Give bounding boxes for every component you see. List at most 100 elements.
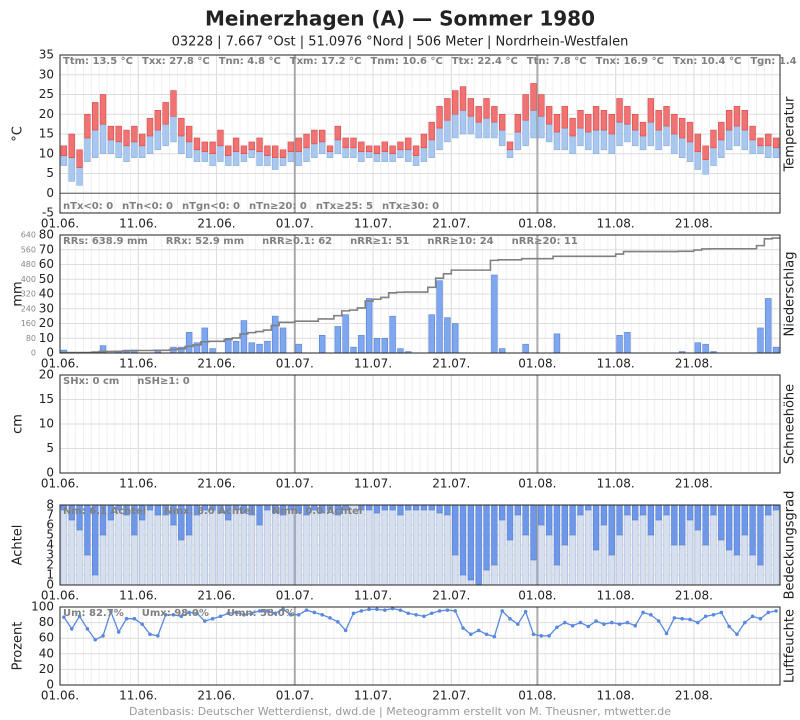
cloud-bar: [569, 534, 576, 586]
temp-upper: [616, 98, 623, 123]
temp-lower: [381, 151, 388, 162]
humidity-point: [273, 611, 278, 616]
x-tick-label: 11.06.: [119, 589, 157, 603]
temp-lower: [107, 139, 115, 155]
temp-upper: [444, 98, 451, 121]
humidity-point: [156, 634, 160, 638]
y-tick-label: 1: [46, 568, 54, 582]
clear-sky-bar: [725, 504, 733, 551]
precip-bar: [178, 346, 185, 354]
temp-lower: [358, 151, 365, 162]
humidity-point: [367, 607, 371, 612]
temp-upper: [240, 145, 248, 155]
stat-annotation: Txm: 17.2 °C: [290, 56, 362, 67]
temp-upper: [311, 129, 318, 145]
humidity-point: [336, 620, 340, 624]
temp-upper: [452, 90, 459, 115]
temp-upper: [365, 145, 373, 153]
precip-bar: [772, 346, 780, 354]
temp-lower: [162, 123, 169, 147]
temp-upper: [76, 149, 83, 168]
temp-upper: [342, 137, 349, 149]
cloud-bar: [412, 509, 420, 586]
humidity-point: [101, 634, 105, 638]
x-tick-label: 11.08.: [597, 357, 635, 371]
cloud-bar: [686, 519, 694, 586]
cloud-bar: [256, 524, 263, 586]
cloud-bar: [178, 539, 185, 586]
temp-lower: [694, 151, 701, 170]
temp-lower: [561, 127, 568, 151]
x-tick-label: 21.07.: [432, 357, 470, 371]
precip-bar: [499, 348, 506, 354]
temp-upper: [600, 110, 608, 131]
y-tick-label: 80: [39, 228, 54, 242]
cloud-bar: [577, 514, 584, 586]
humidity-point: [242, 613, 246, 617]
temp-lower: [256, 151, 263, 166]
cloud-bar: [405, 509, 412, 586]
cloud-bar: [287, 509, 295, 586]
cloud-bar: [84, 554, 91, 586]
stat-annotation: nTx<0: 0: [63, 201, 113, 212]
clear-sky-bar: [530, 504, 537, 561]
temp-lower: [639, 135, 647, 151]
precip-bar: [428, 314, 435, 354]
temp-lower: [342, 147, 349, 158]
clear-sky-bar: [428, 504, 435, 511]
y-tick-label: 100: [31, 600, 54, 614]
temp-lower: [577, 127, 584, 147]
humidity-point: [140, 622, 144, 626]
humidity-point: [594, 619, 598, 623]
temp-upper: [491, 106, 498, 123]
y-tick-label: 15: [39, 392, 54, 406]
x-tick-label: 21.08.: [675, 217, 713, 231]
x-tick-label: 21.06.: [197, 589, 235, 603]
cloud-bar: [154, 514, 161, 586]
y-tick-label: 0: [46, 466, 54, 480]
humidity-point: [77, 614, 82, 619]
cloud-bar: [749, 554, 756, 586]
cloud-bar: [201, 509, 208, 586]
y-tick-label: 60: [39, 257, 54, 271]
cloud-bar: [139, 519, 146, 586]
x-tick-label: 11.07.: [354, 217, 392, 231]
clear-sky-bar: [616, 504, 623, 536]
cloud-bar: [647, 534, 655, 586]
temp-lower: [373, 153, 381, 162]
humidity-point: [398, 608, 403, 612]
temp-upper: [92, 102, 99, 131]
precip-bar: [694, 342, 701, 354]
cloud-bar: [718, 539, 725, 586]
x-tick-label: 21.08.: [675, 477, 713, 491]
temp-upper: [84, 114, 91, 139]
temp-upper: [467, 98, 475, 117]
stat-annotation: nRR≥10: 24: [427, 236, 493, 247]
cloud-bar: [428, 509, 435, 586]
clear-sky-bar: [405, 504, 412, 511]
humidity-point: [296, 613, 301, 617]
clear-sky-bar: [545, 504, 553, 536]
temp-upper: [639, 121, 647, 137]
cloud-bar: [710, 514, 717, 586]
humidity-point: [656, 619, 661, 623]
x-tick-label: 11.08.: [597, 589, 635, 603]
temp-lower: [389, 153, 396, 162]
y2-tick-label: 160: [21, 319, 36, 328]
precip-bar: [381, 338, 388, 354]
temp-lower: [616, 121, 623, 147]
temp-lower: [405, 149, 412, 162]
humidity-point: [304, 608, 309, 612]
humidity-point: [664, 631, 669, 636]
temp-lower: [115, 141, 122, 158]
humidity-point: [641, 610, 645, 615]
y-tick-label: 0: [46, 578, 54, 592]
temp-lower: [741, 129, 748, 151]
side-label: Bedeckungsgrad: [783, 491, 798, 600]
clear-sky-bar: [772, 504, 780, 511]
clear-sky-bar: [475, 504, 482, 586]
clear-sky-bar: [757, 504, 764, 566]
temp-lower: [139, 145, 146, 158]
humidity-point: [617, 622, 622, 626]
temp-upper: [585, 114, 592, 133]
